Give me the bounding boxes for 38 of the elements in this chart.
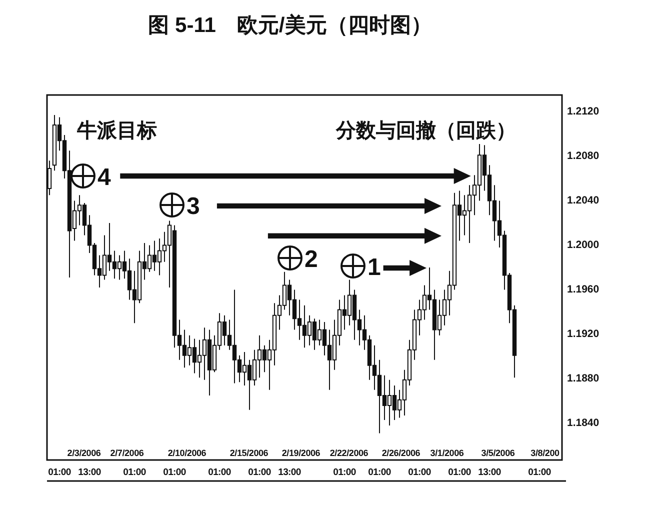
x-tick-label: 13:00	[78, 467, 101, 478]
x-tick-label: 01:00	[48, 467, 71, 478]
annotation: 3/8/200	[530, 448, 560, 458]
annotation: 2/3/2006	[67, 448, 101, 458]
chart-title: 图 5-11 欧元/美元（四时图）	[148, 13, 432, 37]
annotation: 牛派目标	[76, 119, 157, 142]
annotation: 3/1/2006	[430, 448, 464, 458]
annotation: 2	[304, 246, 318, 273]
x-tick-label: 13:00	[478, 467, 501, 478]
y-tick-label: 1.2040	[567, 194, 600, 207]
x-tick-label: 01:00	[333, 467, 356, 478]
y-tick-label: 1.1960	[567, 284, 600, 296]
annotation: 1	[368, 254, 381, 281]
annotation: 2/15/2006	[230, 448, 268, 458]
y-tick-label: 1.1920	[567, 328, 600, 340]
y-tick-label: 1.1840	[567, 417, 600, 430]
x-tick-label: 01:00	[248, 467, 271, 478]
y-tick-label: 1.2080	[567, 150, 600, 162]
y-tick-label: 1.1880	[567, 372, 600, 385]
annotation: 3/5/2006	[481, 448, 515, 458]
annotation: 4	[98, 164, 112, 191]
annotation: 2/26/2006	[382, 448, 420, 458]
annotation: 分数与回撤（回跌）	[335, 119, 516, 142]
x-tick-label: 01:00	[528, 467, 551, 478]
x-tick-label: 01:00	[408, 467, 431, 478]
y-tick-label: 1.2120	[567, 106, 600, 118]
annotation: 2/19/2006	[282, 448, 320, 458]
x-tick-label: 01:00	[123, 467, 146, 478]
x-tick-label: 01:00	[368, 467, 391, 478]
annotation: 2/7/2006	[110, 448, 144, 458]
x-tick-label: 13:00	[278, 467, 301, 478]
x-tick-label: 01:00	[448, 467, 471, 478]
annotation: 3	[186, 193, 200, 220]
x-tick-label: 01:00	[208, 467, 231, 478]
x-tick-label: 01:00	[163, 467, 186, 478]
annotation: 2/10/2006	[168, 448, 206, 458]
annotation: 2/22/2006	[330, 448, 368, 458]
y-tick-label: 1.2000	[567, 239, 600, 252]
